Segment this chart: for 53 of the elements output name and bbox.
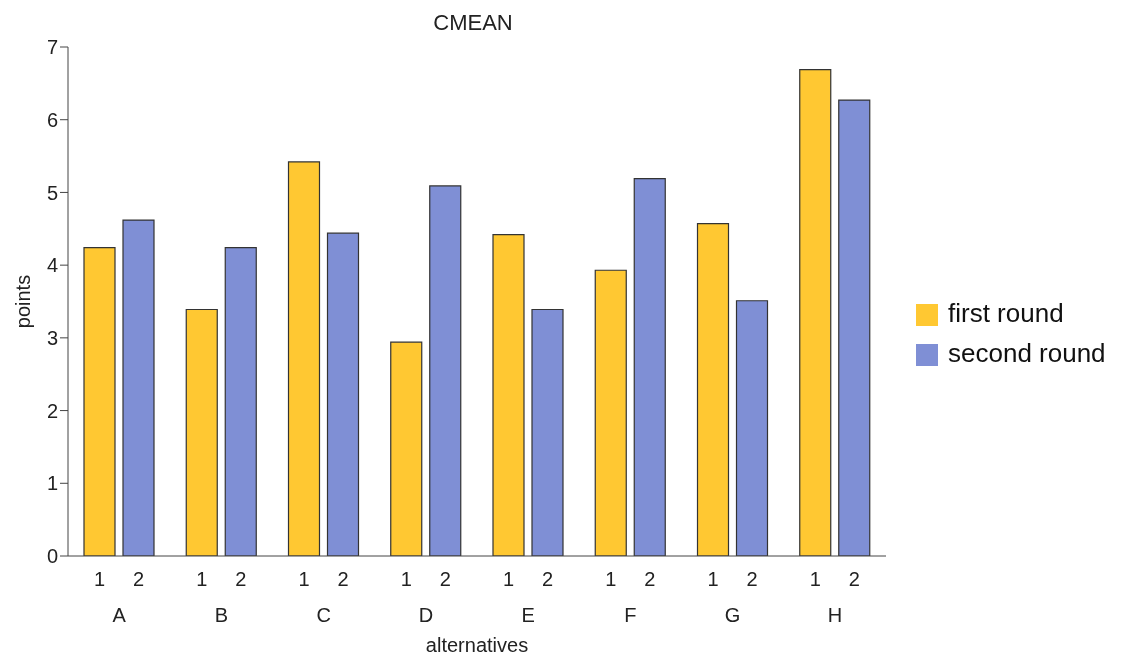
x-tick-label: C xyxy=(316,604,331,626)
text: 1 xyxy=(196,568,208,590)
text: 2 xyxy=(644,568,656,590)
y-tick-label: 3 xyxy=(46,326,58,349)
text: 1 xyxy=(503,568,515,590)
text: 1 xyxy=(809,568,821,590)
text: 2 xyxy=(439,568,451,590)
bar xyxy=(287,161,321,556)
text: 1 xyxy=(707,568,719,590)
x-tick-label: H xyxy=(827,604,843,626)
bar xyxy=(696,223,730,556)
y-tick-label: 6 xyxy=(46,108,58,131)
x-axis-title: alternatives xyxy=(425,634,529,656)
bar xyxy=(83,247,116,556)
chart-title: CMEAN xyxy=(432,10,514,36)
text: 2 xyxy=(542,568,554,590)
text: 1 xyxy=(400,568,412,590)
legend-label: second round xyxy=(948,338,1106,368)
x-tick-label: F xyxy=(624,604,637,626)
bar xyxy=(492,234,525,556)
y-tick-label: 5 xyxy=(46,181,58,204)
text: 2 xyxy=(848,568,860,590)
x-tick-label: B xyxy=(214,604,229,626)
text: 1 xyxy=(605,568,617,590)
bar xyxy=(185,308,218,556)
text: 2 xyxy=(746,568,758,590)
x-tick-label: D xyxy=(418,604,434,626)
y-tick-label: 7 xyxy=(46,36,58,59)
bar xyxy=(838,99,871,556)
x-tick-label: E xyxy=(521,604,535,626)
x-tick-label: A xyxy=(112,604,127,626)
bar xyxy=(429,185,462,556)
bar xyxy=(224,247,257,556)
bar xyxy=(799,68,832,556)
bar xyxy=(594,269,627,556)
bar xyxy=(390,341,423,556)
text: 1 xyxy=(298,568,310,590)
x-tick-label: G xyxy=(724,604,741,626)
y-tick-label: 0 xyxy=(46,545,58,568)
text: 2 xyxy=(235,568,247,590)
text: 1 xyxy=(94,568,106,590)
legend-label: first round xyxy=(948,298,1064,328)
y-tick-label: 2 xyxy=(46,399,58,422)
bar xyxy=(735,300,769,556)
y-tick-label: 1 xyxy=(46,472,58,495)
bar xyxy=(122,219,155,556)
bar xyxy=(531,308,564,556)
text: 2 xyxy=(133,568,145,590)
y-tick-label: 4 xyxy=(46,254,58,277)
text: 2 xyxy=(337,568,349,590)
bar xyxy=(633,178,666,556)
y-axis-title: points xyxy=(12,274,34,329)
bar xyxy=(326,232,360,556)
